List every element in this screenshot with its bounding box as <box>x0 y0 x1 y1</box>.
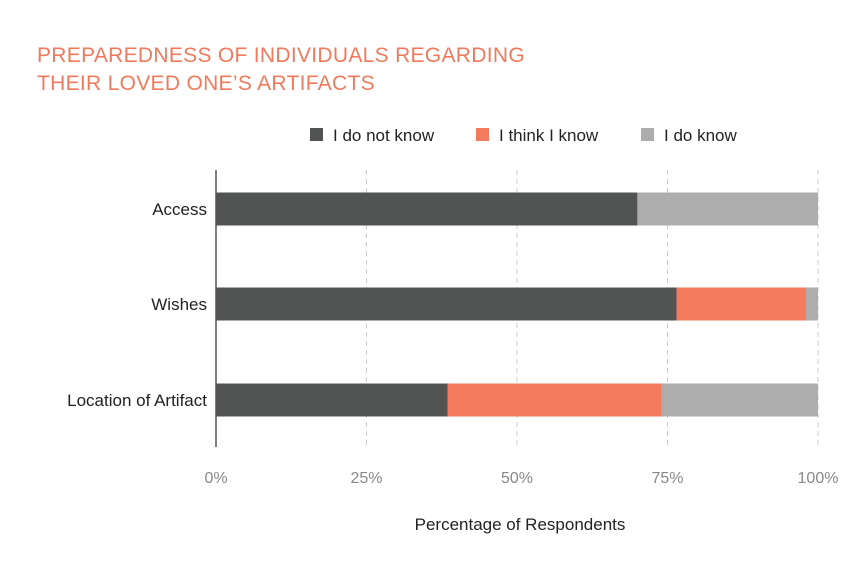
bar-segment <box>805 287 818 321</box>
y-category-label: Access <box>152 200 207 219</box>
legend: I do not know I think I know I do know <box>310 126 737 145</box>
legend-swatch <box>476 128 489 141</box>
chart-title: PREPAREDNESS OF INDIVIDUALS REGARDING TH… <box>37 42 525 98</box>
legend-label: I do know <box>664 126 737 145</box>
bar-segment <box>637 192 818 226</box>
x-tick-label: 100% <box>798 470 839 487</box>
x-tick-label: 25% <box>350 470 382 487</box>
bar-segment <box>676 287 806 321</box>
bar-segment <box>216 383 448 417</box>
bar-segment <box>216 192 638 226</box>
x-tick-label: 50% <box>501 470 533 487</box>
chart-title-line-1: PREPAREDNESS OF INDIVIDUALS REGARDING <box>37 44 525 67</box>
legend-swatch <box>310 128 323 141</box>
legend-label: I think I know <box>499 126 599 145</box>
x-axis-title: Percentage of Respondents <box>415 515 626 534</box>
chart-title-line-2: THEIR LOVED ONE’S ARTIFACTS <box>37 72 375 95</box>
y-category-label: Location of Artifact <box>67 391 207 410</box>
legend-swatch <box>641 128 654 141</box>
y-axis-labels: Access Wishes Location of Artifact <box>67 200 207 410</box>
x-tick-label: 75% <box>651 470 683 487</box>
bar-segment <box>447 383 662 417</box>
bar-segment <box>216 287 677 321</box>
x-tick-label: 0% <box>204 470 227 487</box>
bars <box>216 192 818 417</box>
x-axis-ticks: 0% 25% 50% 75% 100% <box>204 470 838 487</box>
y-category-label: Wishes <box>151 295 207 314</box>
bar-segment <box>661 383 818 417</box>
legend-label: I do not know <box>333 126 435 145</box>
